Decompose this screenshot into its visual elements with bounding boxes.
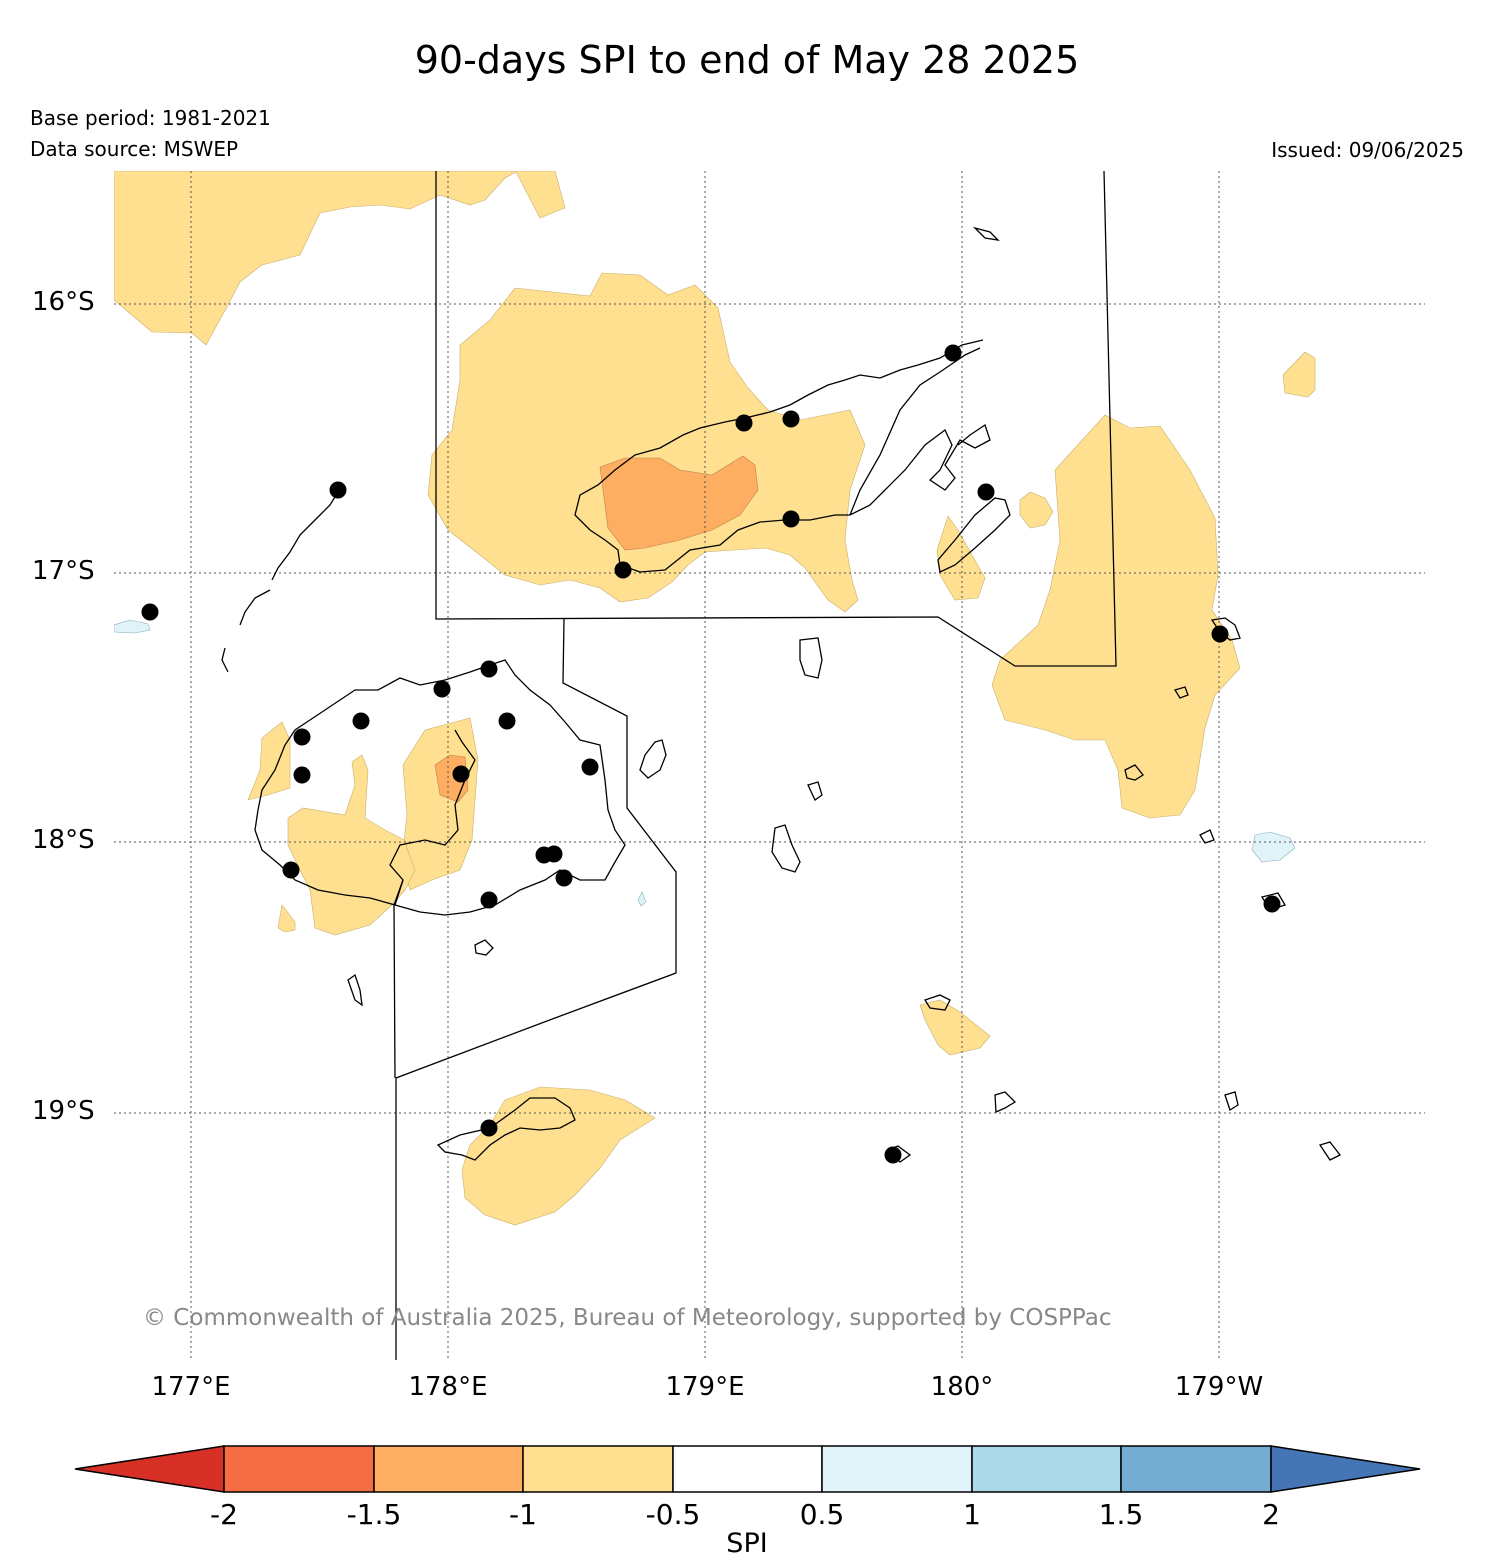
station-marker [433,680,451,698]
colorbar-tick: -1 [509,1498,537,1531]
moala-coast [924,994,951,1011]
spi-area-taveuni [936,515,986,601]
colorbar-tick: -2 [210,1498,238,1531]
spi-field [114,171,1316,1226]
spi-area-viti-levu-central [401,717,479,891]
station-marker [452,765,470,783]
spi-area-qamea [1019,491,1054,529]
spi-area-viti-levu-south [287,754,416,936]
lakeba-coast [1124,764,1144,781]
colorbar-bin [971,1445,1122,1493]
station-marker [614,561,632,579]
station-marker [352,712,370,730]
colorbar-tick: -0.5 [645,1498,701,1531]
spi-area-northwest [114,171,566,346]
viti-levu-provincial-line [389,729,476,906]
station-marker [977,483,995,501]
colorbar-bin [522,1445,674,1493]
spi-colorbar [74,1445,1421,1493]
station-marker [782,510,800,528]
coastlines [221,226,1341,1163]
station-marker [480,891,498,909]
station-marker [498,712,516,730]
station-marker [545,845,563,863]
data-source: Data source: MSWEP [30,137,239,161]
spi-area-labasa-dry [599,455,759,551]
colorbar-extend-low [74,1445,225,1493]
lat-label: 19°S [32,1096,95,1126]
colorbar-bin [373,1445,524,1493]
lau-small-5 [1224,1091,1239,1111]
station-marker [581,758,599,776]
lau-small-1 [1173,686,1189,699]
lon-label: 180° [930,1372,994,1402]
yasawa-coast [221,491,339,673]
station-marker [782,410,800,428]
colorbar-bin [821,1445,973,1493]
division-boundaries [393,171,1117,1360]
base-period: Base period: 1981-2021 [30,106,271,130]
spi-area-cikobia [1282,351,1316,398]
colorbar-tick: -1.5 [346,1498,402,1531]
station-marker [735,414,753,432]
lat-label: 18°S [32,825,95,855]
station-marker [480,660,498,678]
spi-area-vanua-levu [427,272,866,613]
colorbar-bin [223,1445,375,1493]
station-marker [293,766,311,784]
colorbar-tick: 2 [1262,1498,1280,1531]
spi-area-wet-lau [1251,831,1296,863]
beqa-coast [474,939,494,956]
nairai-coast [807,781,823,801]
station-marker [1263,895,1281,913]
kadavu-coast [436,1097,576,1161]
colorbar-extend-high [1270,1445,1421,1493]
ovalau-coast [639,739,667,779]
map-title: 90-days SPI to end of May 28 2025 [414,38,1080,82]
colorbar-bin [672,1445,823,1493]
lon-label: 177°E [151,1372,231,1402]
spi-area-viti-levu-sw [277,904,296,933]
copyright-credit: © Commonwealth of Australia 2025, Bureau… [143,1305,1112,1331]
spi-area-lau-north [991,414,1241,819]
cikobia-coast [972,226,1000,241]
issued-date: Issued: 09/06/2025 [1271,138,1464,162]
station-marker [884,1146,902,1164]
spi-area-wet-west [114,619,151,634]
lon-label: 178°E [408,1372,488,1402]
colorbar-title: SPI [726,1528,768,1559]
vanua-levu-coast [574,339,991,573]
colorbar-bin [1120,1445,1272,1493]
viti-levu-coast [254,659,626,916]
station-marker [555,869,573,887]
koro-coast [799,637,823,679]
station-marker [282,861,300,879]
lon-label: 179°E [665,1372,745,1402]
colorbar-tick: 1 [963,1498,981,1531]
station-marker [944,344,962,362]
spi-area-kadavu [461,1086,656,1226]
station-marker [480,1119,498,1137]
stations [141,344,1281,1164]
lau-small-2 [1199,829,1215,844]
spi-area-viti-levu-west [247,721,291,801]
lau-small-6 [1318,1141,1341,1161]
gau-coast [771,824,801,873]
taveuni-coast [937,497,1011,573]
station-marker [329,481,347,499]
station-marker [141,603,159,621]
spi-area-totoya [919,999,991,1056]
spi-area-wet-small [637,891,647,907]
station-marker [1211,625,1229,643]
colorbar-tick: 0.5 [799,1498,845,1531]
vatulele-coast [347,973,363,1007]
station-marker [293,728,311,746]
lau-small-4 [994,1091,1017,1113]
lon-label: 179°W [1174,1372,1264,1402]
colorbar-tick: 1.5 [1098,1498,1144,1531]
gridlines [114,171,1425,1360]
lat-label: 16°S [32,287,95,317]
lat-label: 17°S [32,556,95,586]
